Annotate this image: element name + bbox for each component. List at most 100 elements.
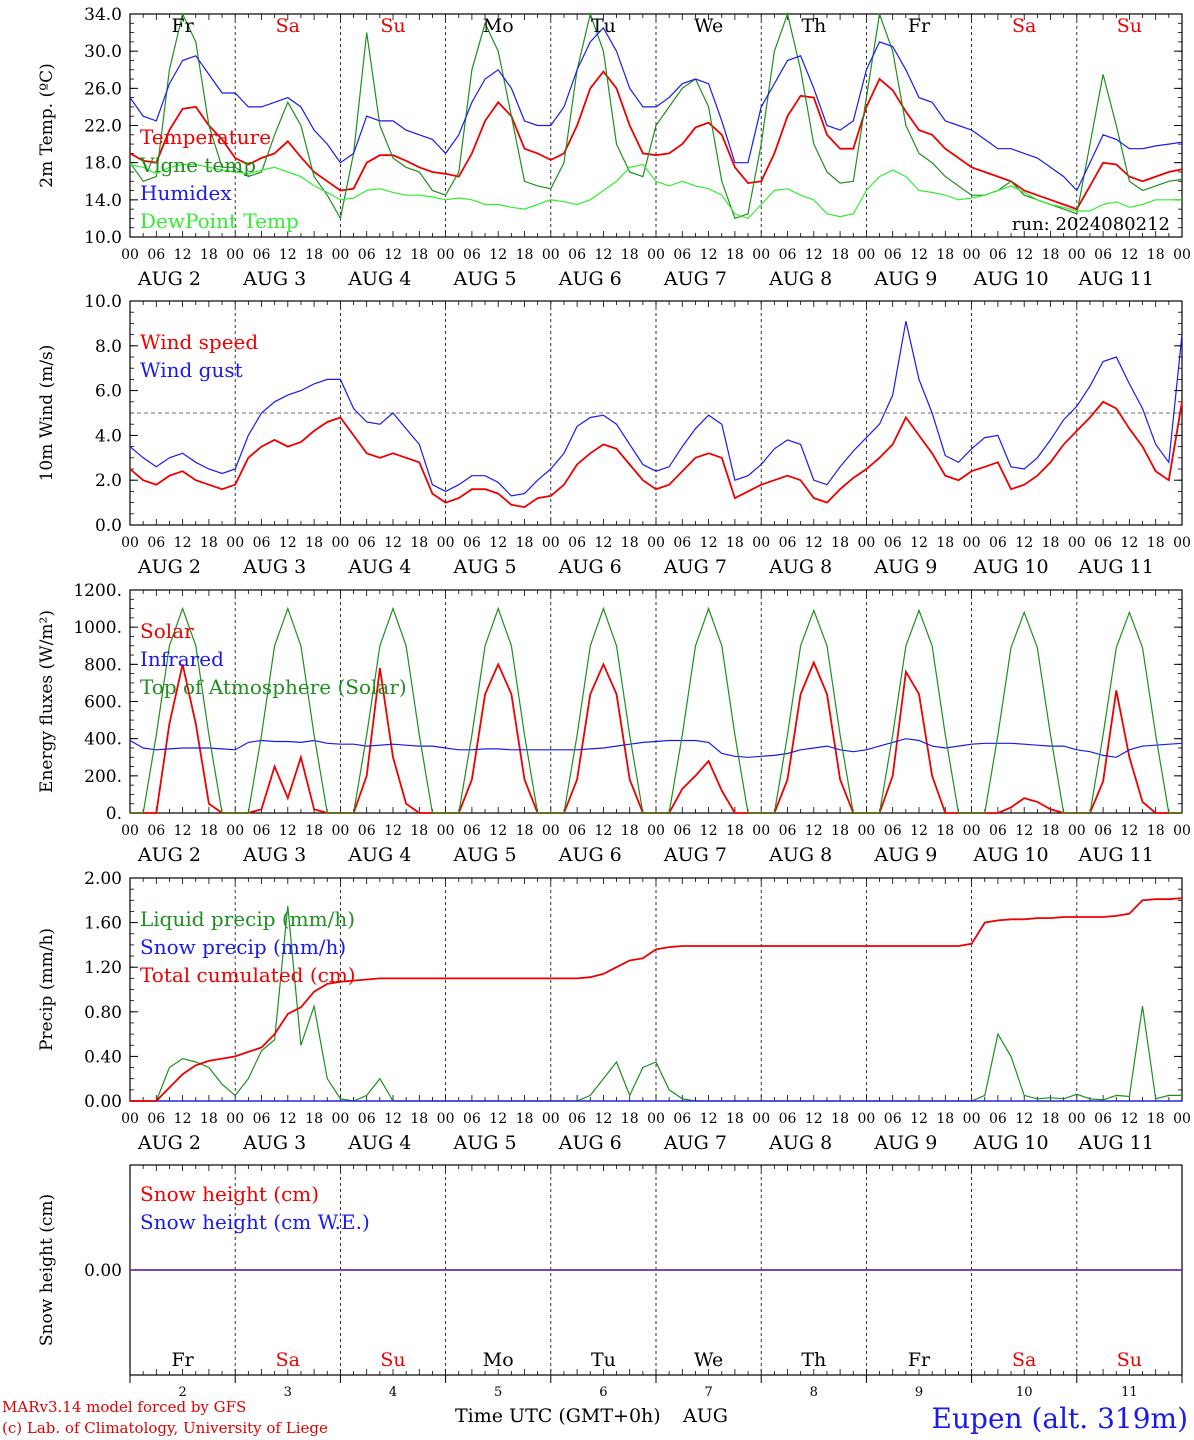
x-date-label: AUG 10 bbox=[972, 556, 1048, 578]
x-date-label: AUG 6 bbox=[558, 268, 622, 290]
x-hour-label: 06 bbox=[358, 247, 376, 263]
x-hour-label: 18 bbox=[516, 823, 534, 839]
legend-entry: Snow height (cm W.E.) bbox=[140, 1210, 370, 1234]
x-date-label: AUG 4 bbox=[347, 1132, 411, 1154]
x-hour-label: 00 bbox=[857, 823, 875, 839]
x-hour-label: 18 bbox=[1147, 535, 1165, 551]
x-hour-label: 00 bbox=[331, 823, 349, 839]
x-date-label: AUG 5 bbox=[453, 268, 517, 290]
x-hour-label: 12 bbox=[489, 535, 507, 551]
x-hour-label: 00 bbox=[437, 535, 455, 551]
weekday-label: Su bbox=[380, 15, 405, 37]
x-date-label: AUG 3 bbox=[242, 556, 306, 578]
x-hour-label: 00 bbox=[542, 535, 560, 551]
x-hour-label: 06 bbox=[568, 535, 586, 551]
x-hour-label: 12 bbox=[174, 535, 192, 551]
x-date-label: AUG 6 bbox=[558, 1132, 622, 1154]
x-hour-label: 00 bbox=[121, 1111, 139, 1127]
legend-entry: DewPoint Temp bbox=[140, 209, 299, 233]
y-tick-label: 4.0 bbox=[95, 426, 122, 446]
x-date-label: AUG 10 bbox=[972, 1132, 1048, 1154]
x-hour-label: 06 bbox=[779, 247, 797, 263]
x-hour-label: 06 bbox=[1094, 1111, 1112, 1127]
x-hour-label: 00 bbox=[752, 247, 770, 263]
x-hour-label: 00 bbox=[647, 535, 665, 551]
x-hour-label: 06 bbox=[884, 535, 902, 551]
x-hour-label: 18 bbox=[621, 823, 639, 839]
x-hour-label: 12 bbox=[1120, 823, 1138, 839]
y-tick-label: 30.0 bbox=[84, 42, 122, 62]
x-hour-label: 18 bbox=[200, 247, 218, 263]
x-hour-label: 06 bbox=[779, 535, 797, 551]
lab-credit: (c) Lab. of Climatology, University of L… bbox=[2, 1419, 328, 1437]
x-hour-label: 18 bbox=[305, 823, 323, 839]
panel-snow: 0.00 Snow height (cm) Snow height (cm) Snow… bbox=[37, 1164, 1183, 1400]
x-hour-label: 00 bbox=[437, 1111, 455, 1127]
x-hour-label: 06 bbox=[884, 247, 902, 263]
legend-entry: Temperature bbox=[140, 125, 271, 149]
x-hour-label: 12 bbox=[1015, 823, 1033, 839]
x-axis-title: Time UTC (GMT+0h) bbox=[455, 1405, 661, 1427]
x-hour-label: 12 bbox=[805, 535, 823, 551]
x-hour-label: 12 bbox=[384, 1111, 402, 1127]
x-hour-label: 18 bbox=[726, 247, 744, 263]
x-date-label: AUG 7 bbox=[663, 844, 727, 866]
x-hour-label: 06 bbox=[463, 535, 481, 551]
x-date-label: AUG 4 bbox=[347, 268, 411, 290]
x-date-label: AUG 11 bbox=[1078, 268, 1154, 290]
x-date-label: AUG 4 bbox=[347, 556, 411, 578]
y-tick-label: 0. bbox=[106, 804, 122, 824]
x-date-label: AUG 3 bbox=[242, 268, 306, 290]
x-hour-label: 18 bbox=[726, 1111, 744, 1127]
x-hour-label: 06 bbox=[463, 1111, 481, 1127]
x-hour-label: 00 bbox=[647, 823, 665, 839]
x-date-label: AUG 11 bbox=[1078, 844, 1154, 866]
x-hour-label: 18 bbox=[516, 1111, 534, 1127]
series-line-wind-speed bbox=[129, 400, 1183, 509]
y-tick-label: 400. bbox=[84, 730, 122, 750]
x-date-label: AUG 7 bbox=[663, 1132, 727, 1154]
x-hour-label: 06 bbox=[673, 535, 691, 551]
weekday-label: Fr bbox=[171, 15, 194, 37]
x-hour-label: 18 bbox=[1147, 823, 1165, 839]
x-hour-label: 12 bbox=[384, 823, 402, 839]
x-hour-label: 06 bbox=[147, 823, 165, 839]
x-hour-label: 12 bbox=[489, 1111, 507, 1127]
x-hour-label: 12 bbox=[384, 535, 402, 551]
x-hour-label: 12 bbox=[1120, 1111, 1138, 1127]
x-hour-label: 18 bbox=[936, 535, 954, 551]
y-tick-label: 1200. bbox=[73, 581, 122, 601]
series-line-humidex bbox=[129, 26, 1183, 192]
x-hour-label: 18 bbox=[936, 1111, 954, 1127]
x-hour-label: 18 bbox=[410, 823, 428, 839]
x-hour-label: 18 bbox=[1042, 1111, 1060, 1127]
x-date-label: AUG 9 bbox=[873, 556, 937, 578]
x-hour-label: 18 bbox=[831, 1111, 849, 1127]
x-hour-label: 12 bbox=[805, 1111, 823, 1127]
x-hour-label: 00 bbox=[226, 823, 244, 839]
x-date-label: AUG 2 bbox=[137, 268, 201, 290]
day-number-label: 4 bbox=[389, 1385, 397, 1400]
x-date-label: AUG 11 bbox=[1078, 1132, 1154, 1154]
day-number-label: 2 bbox=[178, 1385, 186, 1400]
x-hour-label: 06 bbox=[253, 823, 271, 839]
day-number-label: 8 bbox=[810, 1385, 818, 1400]
x-hour-label: 12 bbox=[174, 1111, 192, 1127]
x-hour-label: 00 bbox=[752, 823, 770, 839]
x-date-label: AUG 5 bbox=[453, 844, 517, 866]
x-hour-label: 18 bbox=[726, 535, 744, 551]
x-hour-label: 00 bbox=[857, 535, 875, 551]
x-hour-label: 00 bbox=[437, 247, 455, 263]
x-hour-label: 06 bbox=[147, 1111, 165, 1127]
x-hour-label: 18 bbox=[831, 247, 849, 263]
series-line-liquid-precip-mm-h- bbox=[130, 905, 1182, 1102]
x-hour-label: 06 bbox=[253, 535, 271, 551]
panel-wind: 0.0 2.0 4.0 6.0 8.0 10.0 10m Wind (m/s) Wind sp… bbox=[37, 292, 1191, 578]
x-hour-label: 00 bbox=[647, 1111, 665, 1127]
y-tick-label: 10.0 bbox=[84, 292, 122, 312]
y-tick-label: 1.20 bbox=[84, 958, 122, 978]
weekday-label: Tu bbox=[591, 1349, 616, 1371]
x-hour-label: 00 bbox=[647, 247, 665, 263]
weekday-label: Th bbox=[801, 15, 826, 37]
x-hour-label: 18 bbox=[1147, 1111, 1165, 1127]
